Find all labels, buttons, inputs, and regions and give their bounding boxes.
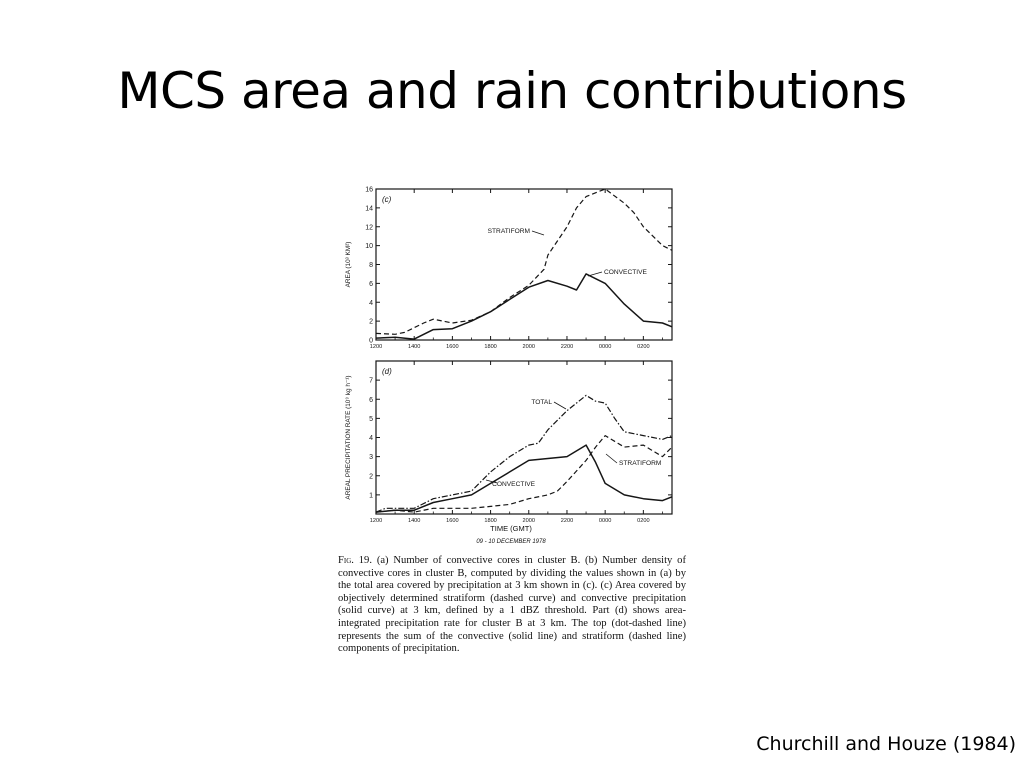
y-tick-label: 12 (365, 224, 373, 231)
series-label-leader (531, 230, 545, 236)
x-tick-label: 2000 (523, 344, 535, 350)
x-tick-label: 1800 (484, 344, 496, 350)
x-axis-sublabel: 09 - 10 DECEMBER 1978 (476, 539, 546, 545)
plot-frame (375, 188, 673, 341)
series-label-leader (553, 401, 567, 410)
x-tick-label: 1600 (446, 518, 458, 524)
series-label-leader (587, 271, 603, 277)
series-line-convective (375, 444, 673, 513)
series-label-stratiform: STRATIFORM (488, 228, 530, 235)
series-label-leader (485, 479, 498, 484)
y-axis-label: AREAL PRECIPITATION RATE (10⁹ kg h⁻¹) (345, 375, 352, 499)
series-line-total (375, 394, 673, 513)
y-tick-label: 16 (365, 187, 373, 194)
x-tick-label: 2000 (523, 518, 535, 524)
y-tick-label: 10 (365, 243, 373, 250)
series-label-convective: CONVECTIVE (604, 269, 647, 276)
y-tick-label: 5 (369, 416, 373, 423)
panel-label: (d) (382, 367, 392, 376)
x-tick-label: 1800 (484, 518, 496, 524)
series-line-convective (375, 273, 673, 340)
panel-d: 1 2 3 4 5 6 7 1200 1400 1600 1800 2000 2200 0000 0200 (… (345, 360, 673, 524)
series-label-convective: CONVECTIVE (492, 481, 535, 488)
series-label-stratiform: STRATIFORM (619, 460, 661, 467)
series-label-total: TOTAL (531, 399, 552, 406)
x-tick-label: 1200 (370, 344, 382, 350)
series-line-stratiform (375, 188, 673, 335)
series-label-leader (605, 453, 618, 464)
panel-label: (c) (382, 195, 392, 204)
x-tick-label: 0000 (599, 344, 611, 350)
y-tick-label: 3 (369, 454, 373, 461)
y-tick-label: 7 (369, 378, 373, 385)
x-tick-label: 1200 (370, 518, 382, 524)
y-axis-label: AREA (10³ KM²) (345, 242, 352, 288)
citation: Churchill and Houze (1984) (756, 733, 1016, 755)
x-axis-label: TIME (GMT) (490, 524, 532, 533)
y-tick-label: 4 (369, 435, 373, 442)
series-line-stratiform (375, 435, 673, 513)
slide-title: MCS area and rain contributions (117, 62, 907, 120)
y-tick-label: 14 (365, 205, 373, 212)
x-tick-label: 1600 (446, 344, 458, 350)
x-tick-label: 1400 (408, 344, 420, 350)
caption-text: (a) Number of convective cores in cluste… (338, 555, 686, 655)
y-tick-label: 1 (369, 492, 373, 499)
x-tick-label: 1400 (408, 518, 420, 524)
x-axis-title-group: TIME (GMT) 09 - 10 DECEMBER 1978 (476, 524, 546, 545)
panel-c: 0 2 4 6 8 10 12 14 16 1200 1400 1600 1800 2000 2200 000… (345, 187, 673, 350)
y-tick-label: 0 (369, 338, 373, 345)
x-tick-label: 2200 (561, 518, 573, 524)
figure-caption: Fig. 19. (a) Number of convective cores … (338, 555, 686, 656)
x-tick-label: 0200 (637, 344, 649, 350)
y-tick-label: 4 (369, 300, 373, 307)
plot-frame (375, 360, 673, 515)
x-tick-label: 0000 (599, 518, 611, 524)
y-tick-label: 6 (369, 397, 373, 404)
y-tick-label: 2 (369, 473, 373, 480)
x-tick-label: 0200 (637, 518, 649, 524)
y-tick-label: 8 (369, 262, 373, 269)
figure: 0 2 4 6 8 10 12 14 16 1200 1400 1600 1800 2000 2200 000… (336, 183, 688, 683)
y-tick-label: 2 (369, 319, 373, 326)
y-tick-label: 6 (369, 281, 373, 288)
caption-label: Fig. 19. (338, 555, 372, 566)
x-tick-label: 2200 (561, 344, 573, 350)
